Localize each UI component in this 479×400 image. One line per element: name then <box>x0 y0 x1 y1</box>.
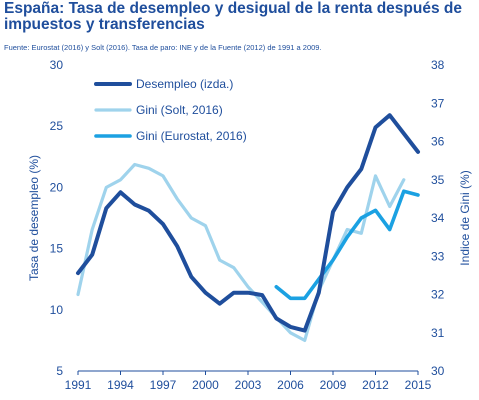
y2-tick-label: 31 <box>431 326 445 340</box>
x-tick-label: 2015 <box>405 378 432 392</box>
y2-tick-label: 30 <box>431 364 445 378</box>
y2-tick-label: 38 <box>431 58 445 72</box>
legend-label-gini_solt: Gini (Solt, 2016) <box>136 103 223 117</box>
x-tick-label: 1991 <box>65 378 92 392</box>
x-tick-label: 2006 <box>277 378 304 392</box>
chart-source-note: Fuente: Eurostat (2016) y Solt (2016). T… <box>4 43 322 52</box>
legend-label-gini_eurostat: Gini (Eurostat, 2016) <box>136 129 247 143</box>
y-tick-label: 20 <box>50 180 64 194</box>
y2-tick-label: 33 <box>431 249 445 263</box>
y-tick-label: 15 <box>50 242 64 256</box>
y2-tick-label: 35 <box>431 173 445 187</box>
series-line-desempleo <box>76 113 420 333</box>
axes-group <box>77 370 419 375</box>
y2-tick-label: 32 <box>431 288 445 302</box>
tick-labels-group: 1991 1994 1997 2000 2003 2006 2009 2012 2015 5 10 1… <box>50 58 445 392</box>
y-tick-label: 5 <box>56 364 63 378</box>
y-tick-label: 10 <box>50 303 64 317</box>
y-axis-label: Tasa de desempleo (%) <box>27 155 41 281</box>
legend: Desempleo (izda.) Gini (Solt, 2016) Gini (… <box>94 77 247 143</box>
y2-tick-label: 37 <box>431 96 445 110</box>
x-tick-label: 2003 <box>235 378 262 392</box>
chart-title: España: Tasa de desempleo y desigual de … <box>4 0 462 33</box>
y-tick-label: 30 <box>50 58 64 72</box>
series-lines-group <box>76 113 420 342</box>
x-tick-label: 2009 <box>320 378 347 392</box>
y2-tick-label: 34 <box>431 211 445 225</box>
x-tick-label: 1997 <box>150 378 177 392</box>
x-tick-label: 2012 <box>362 378 389 392</box>
x-tick-label: 2000 <box>192 378 219 392</box>
x-tick-label: 1994 <box>107 378 134 392</box>
y2-tick-label: 36 <box>431 135 445 149</box>
series-line-gini_solt <box>76 162 406 342</box>
series-line-gini_eurostat <box>274 189 420 301</box>
y2-axis-label: Indice de Gini (%) <box>458 170 472 265</box>
y-tick-label: 25 <box>50 119 64 133</box>
legend-label-desempleo: Desempleo (izda.) <box>136 77 233 91</box>
